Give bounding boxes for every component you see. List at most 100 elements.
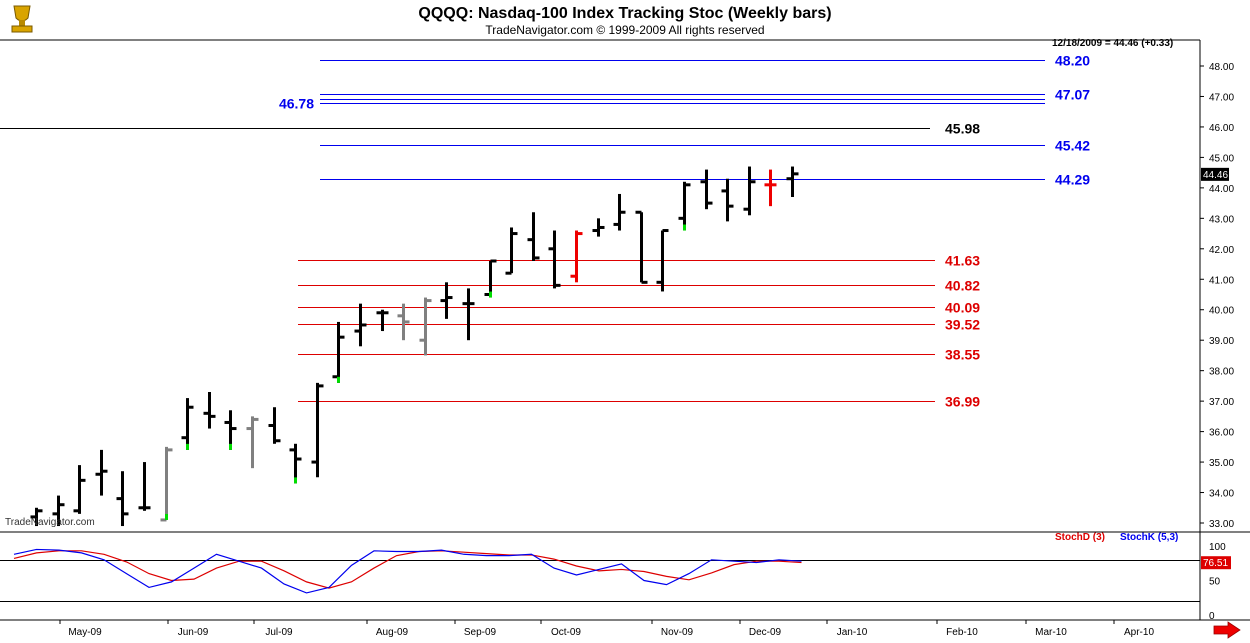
price-tick-label: 43.00 <box>1209 214 1234 225</box>
ohlc-bar <box>527 212 540 261</box>
price-tick-label: 39.00 <box>1209 336 1234 347</box>
date-tick-label: Jan-10 <box>837 627 868 638</box>
ohlc-bar <box>548 230 561 289</box>
date-tick-label: Oct-09 <box>551 627 581 638</box>
ohlc-bar <box>592 218 605 237</box>
level-label: 44.29 <box>1055 172 1090 188</box>
stoch-axis-ticks: 10075500 <box>1209 542 1226 622</box>
ohlc-bar <box>656 229 669 292</box>
date-tick-label: Nov-09 <box>661 627 694 638</box>
level-label: 39.52 <box>945 317 980 333</box>
date-tick-label: May-09 <box>68 627 102 638</box>
chart-title: QQQQ: Nasdaq-100 Index Tracking Stoc (We… <box>418 5 831 22</box>
stoch-reference-lines <box>0 560 1200 602</box>
watermark: TradeNavigator.com <box>5 517 95 528</box>
level-label: 41.63 <box>945 253 980 269</box>
ohlc-bar <box>30 507 43 527</box>
level-label: 40.09 <box>945 300 980 316</box>
level-label: 47.07 <box>1055 87 1090 103</box>
ohlc-bar <box>505 227 518 275</box>
date-tick-label: Dec-09 <box>749 627 782 638</box>
ohlc-bar <box>311 382 324 478</box>
ohlc-bar <box>419 297 432 356</box>
ohlc-bar <box>354 303 367 347</box>
last-quote-label: 12/18/2009 = 44.46 (+0.33) <box>1052 38 1173 49</box>
ohlc-bar <box>376 309 389 332</box>
support-resistance-levels: 48.20 47.07 46.78 45.98 45.42 44.29 41.63 40.82… <box>0 53 1090 410</box>
price-tick-label: 40.00 <box>1209 306 1234 317</box>
ohlc-bar <box>138 462 151 511</box>
scroll-right-arrow-icon[interactable] <box>1213 621 1241 639</box>
ohlc-bar <box>116 471 129 527</box>
ohlc-bar <box>635 210 648 284</box>
price-tick-label: 44.00 <box>1209 184 1234 195</box>
ohlc-bar <box>743 166 756 216</box>
stoch-tick-label: 50 <box>1209 577 1221 588</box>
level-label: 48.20 <box>1055 53 1090 69</box>
stoch-tick-label: 0 <box>1209 611 1215 622</box>
date-tick-label: Jul-09 <box>265 627 293 638</box>
stoch-d-line <box>13 550 802 589</box>
date-tick-label: Jun-09 <box>178 627 209 638</box>
price-tick-label: 47.00 <box>1209 92 1234 103</box>
ohlc-bar <box>332 321 345 383</box>
price-tick-label: 36.00 <box>1209 428 1234 439</box>
last-price-marker: 44.46 <box>1201 167 1229 181</box>
ohlc-bar <box>268 407 281 444</box>
ohlc-bar <box>203 391 216 429</box>
ohlc-bar <box>570 230 583 283</box>
ohlc-bar <box>440 282 453 319</box>
price-tick-label: 42.00 <box>1209 245 1234 256</box>
price-tick-label: 48.00 <box>1209 62 1234 73</box>
ohlc-bar <box>484 259 497 298</box>
ohlc-bar <box>613 193 626 231</box>
price-tick-label: 37.00 <box>1209 397 1234 408</box>
date-tick-label: Aug-09 <box>376 627 409 638</box>
ohlc-bar <box>73 465 86 514</box>
price-bars <box>30 166 799 527</box>
price-tick-label: 46.00 <box>1209 123 1234 134</box>
stoch-k-line <box>13 548 802 594</box>
level-label: 36.99 <box>945 394 980 410</box>
price-tick-label: 45.00 <box>1209 153 1234 164</box>
price-tick-label: 34.00 <box>1209 489 1234 500</box>
level-label: 45.42 <box>1055 138 1090 154</box>
date-axis-ticks: May-09 Jun-09 Jul-09 Aug-09 Sep-09 Oct-09 Nov-… <box>59 620 1154 638</box>
level-label: 38.55 <box>945 347 980 363</box>
date-tick-label: Mar-10 <box>1035 627 1067 638</box>
ohlc-bar <box>397 303 410 341</box>
stoch-tick-label: 100 <box>1209 542 1226 553</box>
price-tick-label: 33.00 <box>1209 519 1234 530</box>
date-tick-label: Feb-10 <box>946 627 978 638</box>
level-label: 46.78 <box>279 96 314 112</box>
ohlc-bar <box>246 416 259 469</box>
ohlc-bar <box>764 169 777 207</box>
stoch-last-marker: 76.51 <box>1201 556 1231 570</box>
stoch-k-legend: StochK (5,3) <box>1120 532 1178 543</box>
level-label: 40.82 <box>945 278 980 294</box>
stoch-last-value: 76.51 <box>1203 558 1228 569</box>
ohlc-bar <box>181 398 194 450</box>
stoch-d-legend: StochD (3) <box>1055 532 1105 543</box>
ohlc-bar <box>224 410 237 450</box>
chart-subtitle: TradeNavigator.com © 1999-2009 All right… <box>485 23 764 37</box>
price-tick-label: 38.00 <box>1209 367 1234 378</box>
last-price-value: 44.46 <box>1203 170 1228 181</box>
level-label: 45.98 <box>945 121 980 137</box>
ohlc-bar <box>786 166 799 198</box>
ohlc-bar <box>52 495 65 527</box>
ohlc-bar <box>700 169 713 210</box>
ohlc-bar <box>160 446 173 522</box>
price-tick-label: 41.00 <box>1209 275 1234 286</box>
date-tick-label: Apr-10 <box>1124 627 1154 638</box>
ohlc-bar <box>95 449 108 496</box>
ohlc-bar <box>289 443 302 484</box>
date-tick-label: Sep-09 <box>464 627 497 638</box>
ohlc-bar <box>678 181 691 231</box>
ohlc-bar <box>462 288 475 341</box>
price-axis-ticks: 33.00 34.00 35.00 36.00 37.00 38.00 39.00 40.00… <box>1200 62 1234 530</box>
price-tick-label: 35.00 <box>1209 458 1234 469</box>
ohlc-bar <box>721 178 734 222</box>
logo-trophy-icon <box>11 5 33 33</box>
